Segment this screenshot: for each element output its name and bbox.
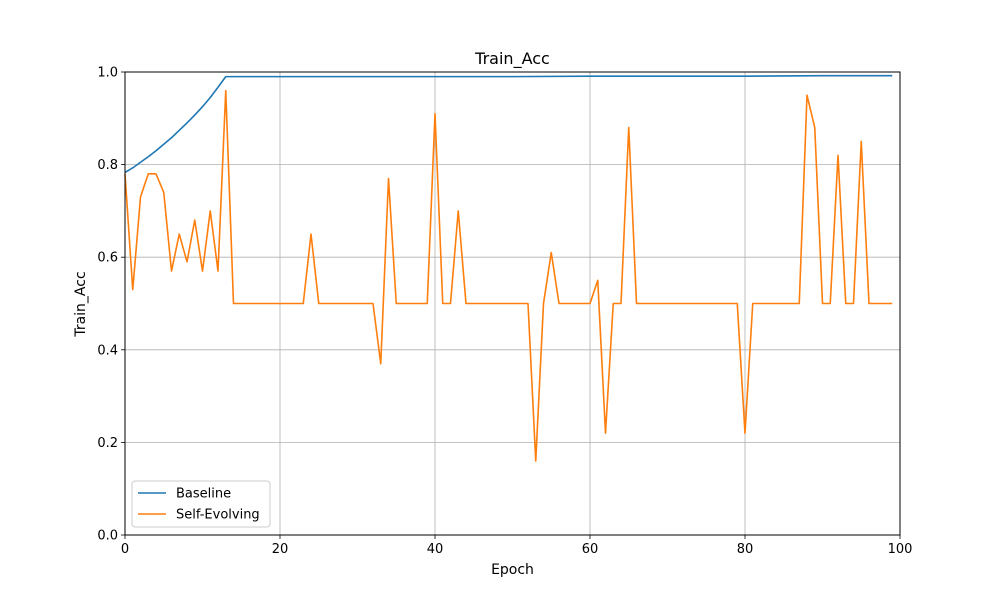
x-tick-label: 80 [737, 542, 754, 557]
y-tick-label: 0.8 [97, 158, 118, 173]
x-tick-label: 60 [582, 542, 599, 557]
y-tick-label: 0.6 [97, 251, 118, 266]
y-tick-label: 1.0 [97, 66, 118, 81]
x-axis-label: Epoch [491, 562, 534, 578]
legend-label-self-evolving: Self-Evolving [176, 508, 260, 523]
chart-title: Train_Acc [474, 49, 550, 69]
legend-box [131, 480, 271, 528]
legend-label-baseline: Baseline [176, 487, 231, 502]
y-axis-label: Train_Acc [73, 271, 89, 337]
tick-layer: 0 20 40 60 80 100 0.0 0.2 0.4 0.6 0.8 1.0 [97, 66, 912, 558]
legend: Baseline Self-Evolving [131, 480, 271, 528]
y-tick-label: 0.0 [97, 529, 118, 544]
series-layer [124, 74, 893, 462]
plot-frame [124, 71, 901, 536]
x-tick-label: 40 [427, 542, 444, 557]
x-tick-label: 0 [121, 542, 129, 557]
series-line-baseline [124, 74, 893, 174]
x-tick-label: 100 [888, 542, 913, 557]
x-tick-label: 20 [272, 542, 289, 557]
y-tick-label: 0.2 [97, 436, 118, 451]
series-line-self-evolving [124, 89, 893, 462]
y-tick-label: 0.4 [97, 343, 118, 358]
